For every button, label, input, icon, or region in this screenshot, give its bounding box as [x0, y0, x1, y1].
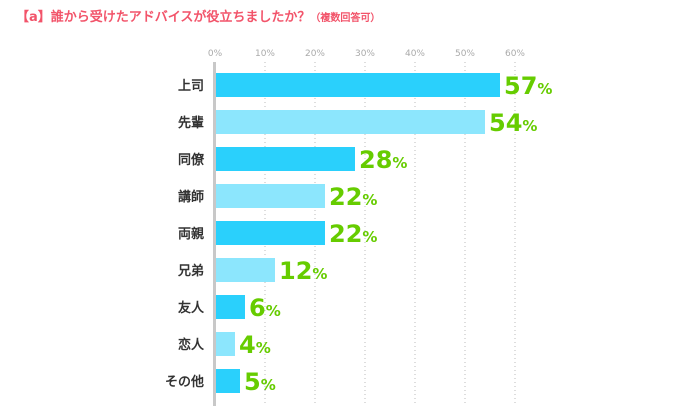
- bar-1: [216, 110, 485, 134]
- data-label: 54%: [489, 109, 537, 137]
- data-label: 28%: [359, 146, 407, 174]
- data-label: 6%: [249, 294, 281, 322]
- data-label: 5%: [244, 368, 276, 396]
- bar-4: [216, 221, 325, 245]
- x-tick-label: 0%: [208, 49, 223, 59]
- x-tick-label: 40%: [405, 49, 425, 59]
- title-subtitle: （複数回答可）: [310, 13, 381, 24]
- x-tick-label: 50%: [455, 49, 475, 59]
- category-label: 先輩: [178, 115, 204, 131]
- data-label: 4%: [239, 331, 271, 359]
- data-label: 12%: [279, 257, 327, 285]
- category-label: 兄弟: [177, 263, 204, 279]
- data-label: 57%: [504, 72, 552, 100]
- category-label: 友人: [178, 300, 205, 316]
- bar-2: [216, 147, 355, 171]
- x-tick-label: 30%: [355, 49, 375, 59]
- x-tick-label: 10%: [255, 49, 275, 59]
- category-label: 同僚: [178, 152, 205, 168]
- chart-title: 【a】誰から受けたアドバイスが役立ちましたか？（複数回答可）: [16, 6, 380, 25]
- data-label: 22%: [329, 183, 377, 211]
- category-label: 恋人: [178, 337, 205, 353]
- bar-6: [216, 295, 245, 319]
- category-label: 講師: [178, 189, 204, 205]
- category-label: その他: [165, 374, 204, 390]
- bar-0: [216, 73, 500, 97]
- x-tick-label: 60%: [505, 49, 525, 59]
- bar-3: [216, 184, 325, 208]
- x-tick-label: 20%: [305, 49, 325, 59]
- bar-8: [216, 369, 240, 393]
- category-label: 上司: [178, 79, 204, 94]
- category-label: 両親: [178, 226, 204, 242]
- bar-7: [216, 332, 235, 356]
- bar-5: [216, 258, 275, 282]
- title-main: 【a】誰から受けたアドバイスが役立ちましたか？: [16, 10, 311, 25]
- y-axis-line: [213, 62, 216, 406]
- data-label: 22%: [329, 220, 377, 248]
